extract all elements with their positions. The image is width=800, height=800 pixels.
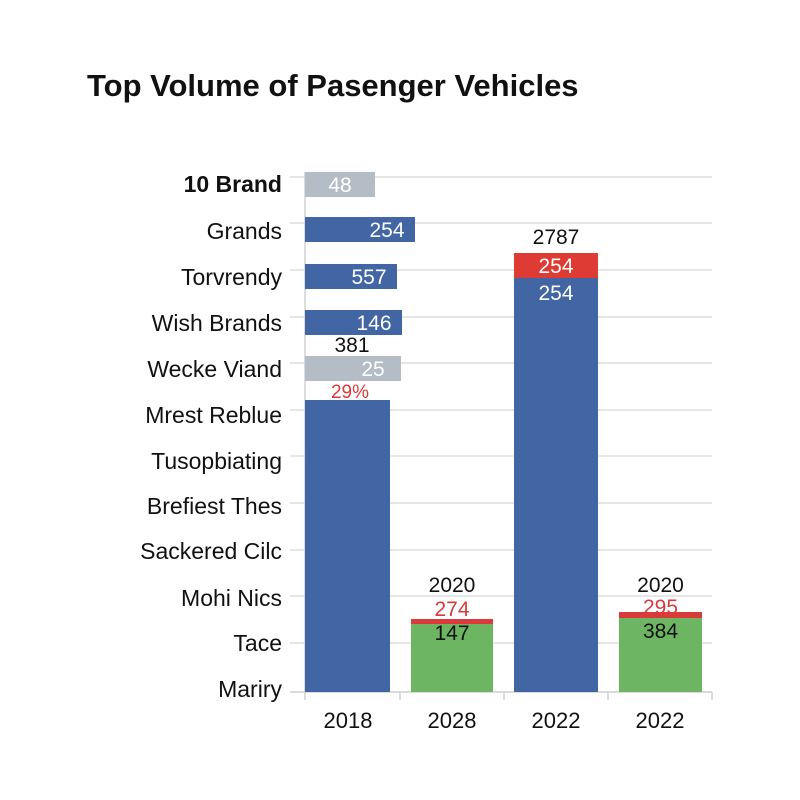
horizontal-bar xyxy=(305,310,402,335)
column-segment xyxy=(619,618,702,692)
column-total-label: 2020 xyxy=(637,574,684,597)
segment-value-label: 295 xyxy=(643,596,678,619)
row-label: Wish Brands xyxy=(152,310,282,336)
segment-value-label: 384 xyxy=(643,620,678,643)
row-label: 10 Brand xyxy=(184,171,282,197)
row-label: Sackered Cilc xyxy=(140,538,282,564)
annotation-label: 29% xyxy=(331,382,369,403)
x-tick-label: 2028 xyxy=(428,708,477,733)
horizontal-bar xyxy=(305,172,375,197)
bar-value-label: 254 xyxy=(369,219,404,242)
column-segment xyxy=(619,612,702,618)
segment-value-label: 274 xyxy=(434,598,469,621)
segment-value-label: 147 xyxy=(434,622,469,645)
row-label: Torvrendy xyxy=(181,264,282,290)
horizontal-bar xyxy=(305,217,415,242)
column-segment xyxy=(514,278,598,692)
segment-value-label: 254 xyxy=(538,255,573,278)
x-tick-label: 2022 xyxy=(636,708,685,733)
column-total-label: 2787 xyxy=(533,226,580,249)
bar-value-label: 48 xyxy=(328,174,351,197)
row-label: Mohi Nics xyxy=(181,585,282,611)
x-tick-label: 2018 xyxy=(324,708,373,733)
column-segment xyxy=(514,253,598,278)
row-label: Tusopbiating xyxy=(151,448,282,474)
row-label: Brefiest Thes xyxy=(147,493,282,519)
segment-value-label: 254 xyxy=(538,282,573,305)
bar-value-label: 557 xyxy=(351,266,386,289)
chart-title: Top Volume of Pasenger Vehicles xyxy=(87,68,579,103)
row-label: Mariry xyxy=(218,676,282,702)
horizontal-bar xyxy=(305,264,397,289)
horizontal-bar xyxy=(305,356,401,381)
row-label: Wecke Viand xyxy=(147,356,282,382)
column-total-label: 2020 xyxy=(429,574,476,597)
column-segment xyxy=(411,619,493,624)
bar-value-label: 25 xyxy=(361,358,384,381)
row-label: Mrest Reblue xyxy=(145,402,282,428)
x-tick-label: 2022 xyxy=(532,708,581,733)
column-segment xyxy=(305,400,390,692)
column-segment xyxy=(411,624,493,692)
annotation-label: 381 xyxy=(334,334,369,357)
row-label: Tace xyxy=(233,630,282,656)
row-label: Grands xyxy=(207,218,282,244)
bar-value-label: 146 xyxy=(356,312,391,335)
